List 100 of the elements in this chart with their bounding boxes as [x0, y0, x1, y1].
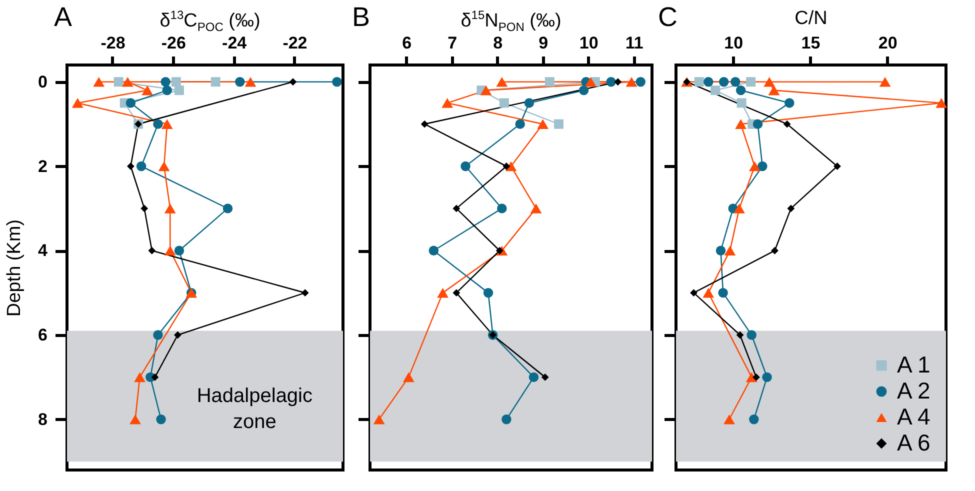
- point: [702, 288, 714, 298]
- point: [373, 414, 385, 424]
- point: [730, 77, 740, 87]
- point: [554, 119, 564, 129]
- point: [537, 119, 549, 129]
- y-axis-title: Depth (Km): [4, 219, 26, 317]
- x-tick-label: -24: [222, 34, 248, 52]
- point: [452, 204, 460, 212]
- chart-title: B: [352, 2, 370, 33]
- y-tick-label: 6: [38, 326, 48, 344]
- point: [460, 161, 470, 172]
- point: [153, 119, 163, 129]
- x-tick-label: 6: [402, 34, 412, 52]
- point: [528, 372, 539, 382]
- point: [764, 76, 776, 87]
- y-tick-label: 8: [38, 410, 48, 429]
- x-tick-label: -26: [161, 34, 186, 52]
- x-axis-title: δ$^{13}$C$_{POC}$ (‰): [160, 8, 260, 34]
- point: [140, 204, 148, 212]
- point: [784, 98, 794, 108]
- chart-title: C: [658, 2, 678, 33]
- point: [222, 204, 233, 214]
- point: [114, 77, 124, 87]
- x-tick-label: 10: [724, 34, 744, 52]
- x-tick-label: 9: [538, 34, 548, 52]
- point: [483, 288, 494, 298]
- point: [174, 86, 184, 96]
- legend-label: A 6: [897, 430, 930, 456]
- point: [210, 77, 220, 87]
- point: [148, 246, 156, 254]
- point: [752, 119, 763, 129]
- point: [420, 120, 428, 128]
- point: [134, 372, 146, 382]
- point: [762, 372, 772, 382]
- point: [718, 288, 728, 298]
- point: [126, 162, 134, 170]
- point: [746, 330, 756, 340]
- point: [748, 161, 760, 172]
- point: [130, 414, 141, 424]
- point: [301, 289, 309, 297]
- x-tick-label: 11: [625, 34, 644, 52]
- point: [235, 77, 245, 87]
- point: [710, 86, 720, 96]
- x-tick-label: 20: [878, 34, 898, 52]
- point: [497, 204, 507, 214]
- x-tick-label: 8: [493, 34, 503, 52]
- point: [174, 331, 182, 339]
- point: [606, 77, 616, 87]
- point: [783, 120, 791, 128]
- legend-label: A 2: [897, 378, 930, 404]
- point: [736, 98, 746, 108]
- point: [694, 77, 704, 87]
- point: [402, 372, 414, 382]
- point: [126, 98, 136, 108]
- legend-label: A 1: [897, 352, 930, 378]
- point: [736, 85, 746, 96]
- point: [515, 119, 525, 129]
- point: [771, 246, 778, 254]
- y-tick-label: 4: [38, 241, 48, 260]
- point: [496, 76, 508, 87]
- point: [332, 77, 342, 87]
- point: [72, 98, 84, 108]
- point: [746, 77, 756, 87]
- point: [718, 77, 729, 87]
- x-tick-label: -28: [100, 34, 126, 52]
- point: [530, 204, 542, 214]
- point: [428, 246, 439, 256]
- point: [502, 162, 510, 170]
- point: [136, 161, 146, 172]
- point: [122, 76, 134, 87]
- point: [578, 85, 589, 96]
- point: [724, 246, 736, 256]
- point: [758, 161, 768, 172]
- x-tick-label: 15: [801, 34, 820, 52]
- point: [716, 246, 726, 256]
- point: [704, 77, 714, 87]
- point: [160, 77, 170, 87]
- point: [161, 119, 173, 129]
- point: [174, 246, 184, 256]
- x-tick-label: 7: [448, 34, 458, 52]
- point: [752, 373, 760, 381]
- point: [156, 414, 166, 424]
- x-axis-title: C/N: [794, 8, 828, 30]
- point: [636, 77, 646, 87]
- point: [879, 76, 891, 87]
- point: [480, 85, 492, 96]
- point: [93, 76, 105, 87]
- point: [151, 373, 159, 381]
- point: [499, 98, 509, 108]
- point: [749, 414, 759, 424]
- point: [626, 76, 638, 87]
- point: [834, 162, 841, 170]
- point: [724, 414, 735, 424]
- point: [153, 330, 163, 340]
- point: [787, 204, 795, 212]
- point: [541, 373, 549, 381]
- point: [734, 204, 745, 214]
- point: [142, 85, 154, 96]
- point: [442, 98, 454, 108]
- point: [158, 161, 170, 172]
